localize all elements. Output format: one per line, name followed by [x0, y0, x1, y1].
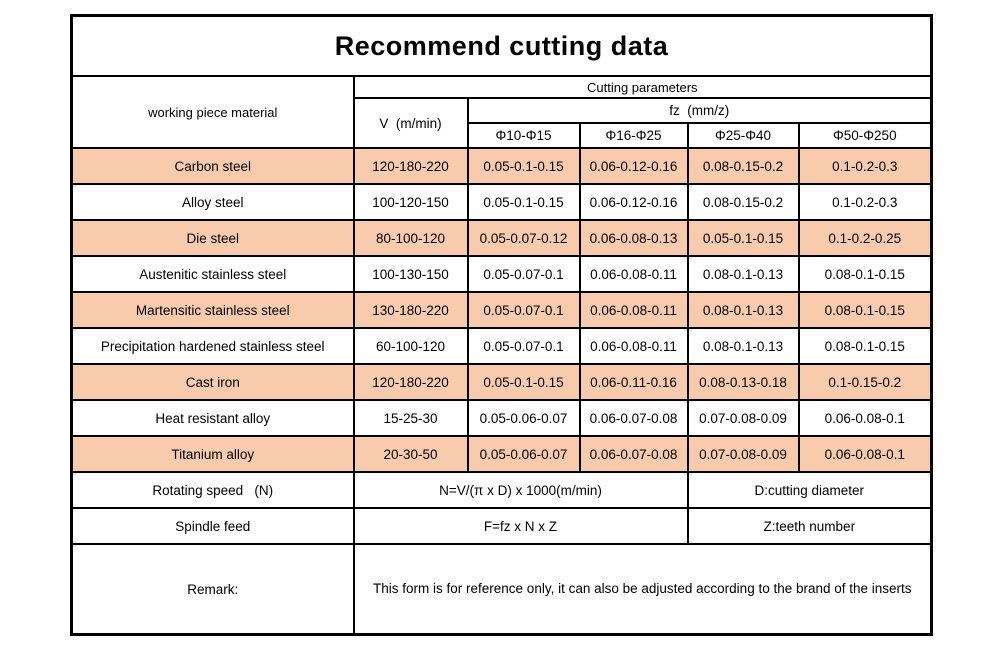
v-cell: 100-130-150	[352, 255, 469, 293]
spindle-feed-row: Spindle feed F=fz x N x Z Z:teeth number	[70, 507, 933, 545]
fz-cell: 0.08-0.1-0.13	[686, 291, 800, 329]
spindle-feed-label: Spindle feed	[70, 507, 355, 545]
fz-cell: 0.06-0.08-0.11	[578, 291, 689, 329]
fz-cell: 0.08-0.1-0.13	[686, 327, 800, 365]
v-cell: 120-180-220	[352, 363, 469, 401]
rotating-speed-label: Rotating speed (N)	[70, 471, 355, 509]
material-cell: Precipitation hardened stainless steel	[70, 327, 355, 365]
fz-cell: 0.05-0.07-0.1	[466, 255, 581, 293]
table-row: Martensitic stainless steel 130-180-220 …	[70, 291, 933, 329]
fz-cell: 0.06-0.08-0.1	[797, 435, 933, 473]
fz-cell: 0.08-0.15-0.2	[686, 147, 800, 185]
fz-cell: 0.05-0.06-0.07	[466, 399, 581, 437]
material-cell: Martensitic stainless steel	[70, 291, 355, 329]
remark-text: This form is for reference only, it can …	[352, 543, 933, 636]
fz-cell: 0.1-0.2-0.3	[797, 147, 933, 185]
fz-cell: 0.06-0.11-0.16	[578, 363, 689, 401]
fz-cell: 0.06-0.07-0.08	[578, 435, 689, 473]
fz-cell: 0.1-0.2-0.25	[797, 219, 933, 257]
cutting-diameter-note: D:cutting diameter	[686, 471, 933, 509]
v-cell: 80-100-120	[352, 219, 469, 257]
fz-cell: 0.06-0.12-0.16	[578, 147, 689, 185]
table-row: Alloy steel 100-120-150 0.05-0.1-0.15 0.…	[70, 183, 933, 221]
fz-cell: 0.05-0.07-0.12	[466, 219, 581, 257]
fz-cell: 0.05-0.1-0.15	[466, 363, 581, 401]
v-cell: 130-180-220	[352, 291, 469, 329]
header-cutting-parameters: Cutting parameters	[352, 75, 933, 99]
v-cell: 15-25-30	[352, 399, 469, 437]
header-row-1: working piece material Cutting parameter…	[70, 75, 933, 149]
header-working-piece-material: working piece material	[70, 75, 355, 149]
spindle-feed-formula: F=fz x N x Z	[352, 507, 689, 545]
material-cell: Die steel	[70, 219, 355, 257]
fz-cell: 0.06-0.12-0.16	[578, 183, 689, 221]
remark-label: Remark:	[70, 543, 355, 636]
fz-cell: 0.07-0.08-0.09	[686, 399, 800, 437]
fz-cell: 0.1-0.15-0.2	[797, 363, 933, 401]
cutting-data-table: Recommend cutting data working piece mat…	[70, 14, 934, 636]
fz-cell: 0.08-0.1-0.15	[797, 291, 933, 329]
table-row: Austenitic stainless steel 100-130-150 0…	[70, 255, 933, 293]
material-cell: Austenitic stainless steel	[70, 255, 355, 293]
v-cell: 100-120-150	[352, 183, 469, 221]
fz-cell: 0.06-0.08-0.11	[578, 255, 689, 293]
fz-cell: 0.07-0.08-0.09	[686, 435, 800, 473]
fz-cell: 0.08-0.15-0.2	[686, 183, 800, 221]
header-diameter-16-25: Φ16-Φ25	[578, 122, 689, 149]
material-cell: Heat resistant alloy	[70, 399, 355, 437]
header-diameter-10-15: Φ10-Φ15	[466, 122, 581, 149]
fz-cell: 0.05-0.1-0.15	[686, 219, 800, 257]
fz-cell: 0.05-0.07-0.1	[466, 291, 581, 329]
material-cell: Carbon steel	[70, 147, 355, 185]
material-cell: Cast iron	[70, 363, 355, 401]
table-row: Cast iron 120-180-220 0.05-0.1-0.15 0.06…	[70, 363, 933, 401]
fz-cell: 0.08-0.1-0.15	[797, 255, 933, 293]
fz-cell: 0.1-0.2-0.3	[797, 183, 933, 221]
title-row: Recommend cutting data	[70, 14, 933, 77]
header-fz-mm-z: fz (mm/z)	[466, 97, 933, 124]
fz-cell: 0.08-0.13-0.18	[686, 363, 800, 401]
table-row: Heat resistant alloy 15-25-30 0.05-0.06-…	[70, 399, 933, 437]
fz-cell: 0.05-0.06-0.07	[466, 435, 581, 473]
header-row-2: V (m/min) fz (mm/z)	[72, 97, 933, 149]
header-diameter-25-40: Φ25-Φ40	[686, 122, 800, 149]
fz-cell: 0.06-0.08-0.13	[578, 219, 689, 257]
rotating-speed-formula: N=V/(π x D) x 1000(m/min)	[352, 471, 689, 509]
fz-cell: 0.05-0.1-0.15	[466, 183, 581, 221]
material-cell: Alloy steel	[70, 183, 355, 221]
table-row: Die steel 80-100-120 0.05-0.07-0.12 0.06…	[70, 219, 933, 257]
material-cell: Titanium alloy	[70, 435, 355, 473]
teeth-number-note: Z:teeth number	[686, 507, 933, 545]
fz-cell: 0.06-0.08-0.1	[797, 399, 933, 437]
fz-cell: 0.08-0.1-0.13	[686, 255, 800, 293]
rotating-speed-row: Rotating speed (N) N=V/(π x D) x 1000(m/…	[70, 471, 933, 509]
header-v-m-min: V (m/min)	[352, 97, 469, 149]
remark-row: Remark: This form is for reference only,…	[70, 543, 933, 636]
fz-cell: 0.06-0.07-0.08	[578, 399, 689, 437]
v-cell: 20-30-50	[352, 435, 469, 473]
table-row: Precipitation hardened stainless steel 6…	[70, 327, 933, 365]
table-row: Carbon steel 120-180-220 0.05-0.1-0.15 0…	[70, 147, 933, 185]
v-cell: 120-180-220	[352, 147, 469, 185]
table-row: Titanium alloy 20-30-50 0.05-0.06-0.07 0…	[70, 435, 933, 473]
fz-cell: 0.06-0.08-0.11	[578, 327, 689, 365]
header-diameter-50-250: Φ50-Φ250	[797, 122, 933, 149]
header-row-3: Φ10-Φ15 Φ16-Φ25 Φ25-Φ40 Φ50-Φ250	[72, 122, 933, 149]
fz-cell: 0.05-0.1-0.15	[466, 147, 581, 185]
page-title: Recommend cutting data	[70, 14, 933, 77]
fz-cell: 0.05-0.07-0.1	[466, 327, 581, 365]
fz-cell: 0.08-0.1-0.15	[797, 327, 933, 365]
v-cell: 60-100-120	[352, 327, 469, 365]
